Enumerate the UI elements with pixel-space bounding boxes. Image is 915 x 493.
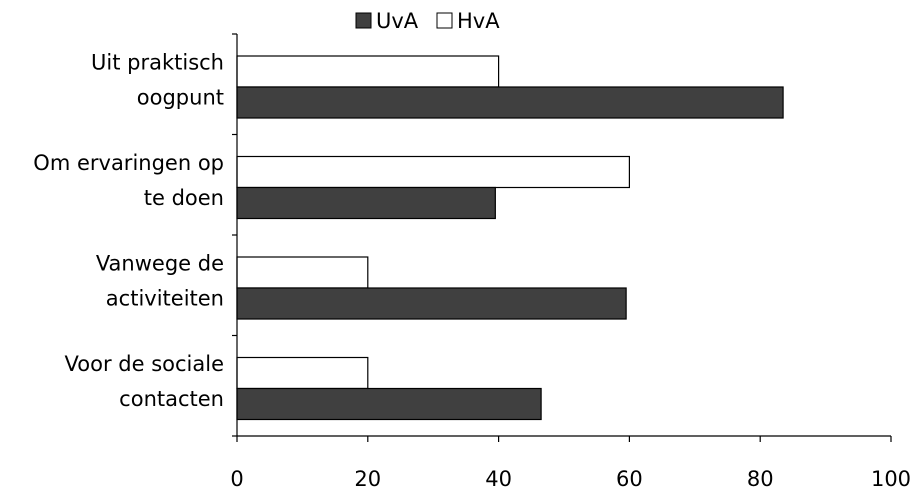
x-tick-label: 40 (485, 467, 512, 491)
category-labels: Uit praktisch oogpunt Om ervaringen op te d… (33, 50, 224, 411)
x-tick-label: 80 (747, 467, 774, 491)
x-tick-label: 60 (616, 467, 643, 491)
x-tick-label: 0 (230, 467, 243, 491)
bar-hva-1 (236, 155, 630, 189)
bars (236, 55, 784, 421)
legend-label-hva: HvA (457, 9, 500, 33)
bar-uva-2 (236, 287, 627, 320)
legend-swatch-uva (355, 12, 372, 29)
x-ticks: 0 20 40 60 80 100 (230, 436, 911, 491)
category-label-3-1: contacten (119, 387, 224, 411)
category-label-3-0: Voor de sociale (65, 352, 224, 376)
legend-swatch-hva (436, 12, 453, 29)
bar-hva-3 (236, 356, 369, 390)
category-label-0-1: oogpunt (137, 85, 224, 109)
bar-hva-2 (236, 256, 369, 289)
bar-uva-3 (236, 387, 542, 421)
category-label-1-0: Om ervaringen op (33, 151, 224, 175)
category-label-2-1: activiteiten (106, 286, 224, 310)
legend: UvA HvA (355, 9, 500, 33)
x-tick-label: 100 (871, 467, 911, 491)
x-tick-label: 20 (354, 467, 381, 491)
category-label-1-1: te doen (144, 186, 224, 210)
legend-label-uva: UvA (376, 9, 419, 33)
category-label-0-0: Uit praktisch (91, 50, 224, 74)
axes (232, 33, 891, 437)
bar-hva-0 (236, 55, 500, 88)
bar-uva-1 (236, 186, 496, 220)
bar-uva-0 (236, 86, 784, 119)
category-label-2-0: Vanwege de (96, 251, 224, 275)
